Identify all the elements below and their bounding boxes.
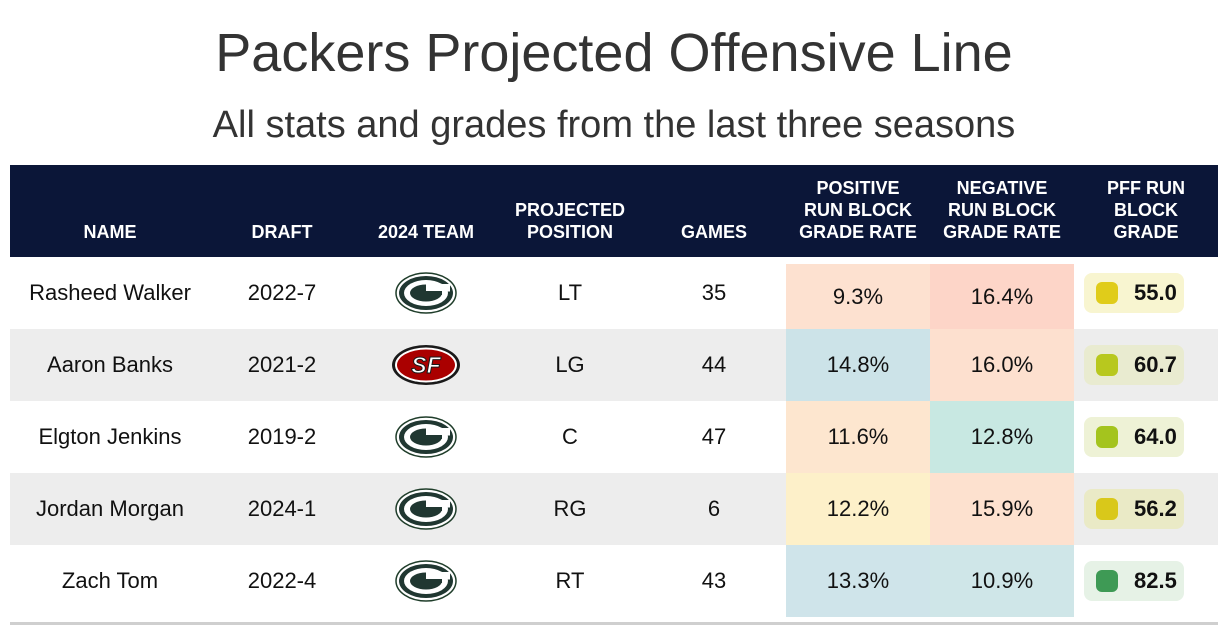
grade-color-dot <box>1096 282 1118 304</box>
svg-text:SF: SF <box>411 352 441 378</box>
projected-position: LT <box>557 280 583 305</box>
table-bottom-border <box>10 622 1218 625</box>
pff-grade-badge: 55.0 <box>1084 273 1184 313</box>
games-played: 43 <box>701 568 727 593</box>
pff-grade-value: 64.0 <box>1134 424 1177 449</box>
player-name: Aaron Banks <box>47 352 173 377</box>
negative-grade-rate: 10.9% <box>930 545 1074 617</box>
header-draft: DRAFT <box>251 222 313 242</box>
draft-pick: 2022-4 <box>247 568 317 593</box>
negative-grade-rate: 15.9% <box>930 473 1074 545</box>
49ers-logo-icon: SF <box>392 345 460 385</box>
projected-position: LG <box>555 352 585 377</box>
table-row: Jordan Morgan 2024-1 RG 6 12.2% 15.9% 56.2 <box>10 473 1218 545</box>
positive-grade-rate: 14.8% <box>786 329 930 401</box>
header-negative: NEGATIVE RUN BLOCK GRADE RATE <box>943 178 1061 242</box>
table-row: Elgton Jenkins 2019-2 C 47 11.6% 12.8% 64.0 <box>10 401 1218 473</box>
draft-pick: 2022-7 <box>247 280 317 305</box>
team-logo <box>356 257 496 329</box>
pff-grade-badge: 82.5 <box>1084 561 1184 601</box>
chart-subtitle: All stats and grades from the last three… <box>212 104 1016 146</box>
positive-grade-rate: 13.3% <box>786 545 930 617</box>
header-grade: PFF RUN BLOCK GRADE <box>1107 178 1185 242</box>
negative-grade-rate: 16.4% <box>930 264 1074 329</box>
grade-color-dot <box>1096 426 1118 448</box>
team-logo: SF <box>356 329 496 401</box>
header-positive: POSITIVE RUN BLOCK GRADE RATE <box>799 178 917 242</box>
games-played: 44 <box>701 352 727 377</box>
chart-title: Packers Projected Offensive Line <box>215 23 1013 83</box>
player-name: Elgton Jenkins <box>38 424 182 449</box>
negative-grade-rate: 16.0% <box>930 329 1074 401</box>
team-logo <box>356 545 496 617</box>
player-name: Jordan Morgan <box>36 496 184 521</box>
packers-logo-icon <box>395 272 457 314</box>
projected-position: C <box>562 424 578 449</box>
table-row: Rasheed Walker 2022-7 LT 35 9.3% 16.4% 55.0 <box>10 257 1218 329</box>
stats-table: NAME DRAFT 2024 TEAM PROJECTED POSITION … <box>10 165 1218 617</box>
draft-pick: 2021-2 <box>247 352 317 377</box>
table-row: Aaron Banks 2021-2 SF LG 44 14.8% 16.0% 60.7 <box>10 329 1218 401</box>
positive-grade-rate: 12.2% <box>786 473 930 545</box>
pff-grade-badge: 60.7 <box>1084 345 1184 385</box>
games-played: 47 <box>701 424 727 449</box>
player-name: Rasheed Walker <box>29 280 191 305</box>
projected-position: RG <box>553 496 587 521</box>
table-header: NAME DRAFT 2024 TEAM PROJECTED POSITION … <box>10 165 1218 257</box>
pff-grade-value: 60.7 <box>1134 352 1177 377</box>
pff-grade-badge: 64.0 <box>1084 417 1184 457</box>
negative-grade-rate: 12.8% <box>930 401 1074 473</box>
grade-color-dot <box>1096 570 1118 592</box>
grade-color-dot <box>1096 498 1118 520</box>
packers-logo-icon <box>395 488 457 530</box>
team-logo <box>356 473 496 545</box>
games-played: 6 <box>707 496 721 521</box>
pff-grade-value: 55.0 <box>1134 280 1177 305</box>
draft-pick: 2019-2 <box>247 424 317 449</box>
draft-pick: 2024-1 <box>247 496 317 521</box>
pff-grade-value: 82.5 <box>1134 568 1177 593</box>
positive-grade-rate: 11.6% <box>786 401 930 473</box>
packers-logo-icon <box>395 560 457 602</box>
table-row: Zach Tom 2022-4 RT 43 13.3% 10.9% 82.5 <box>10 545 1218 617</box>
table-body: Rasheed Walker 2022-7 LT 35 9.3% 16.4% 55.0 Aar… <box>10 257 1218 617</box>
header-position: PROJECTED POSITION <box>514 200 626 242</box>
team-logo <box>356 401 496 473</box>
header-games: GAMES <box>680 222 747 242</box>
header-team: 2024 TEAM <box>377 222 475 242</box>
player-name: Zach Tom <box>61 568 159 593</box>
games-played: 35 <box>701 280 727 305</box>
packers-logo-icon <box>395 416 457 458</box>
pff-grade-badge: 56.2 <box>1084 489 1184 529</box>
positive-grade-rate: 9.3% <box>786 264 930 329</box>
header-name: NAME <box>83 222 137 242</box>
grade-color-dot <box>1096 354 1118 376</box>
projected-position: RT <box>555 568 585 593</box>
pff-grade-value: 56.2 <box>1134 496 1177 521</box>
